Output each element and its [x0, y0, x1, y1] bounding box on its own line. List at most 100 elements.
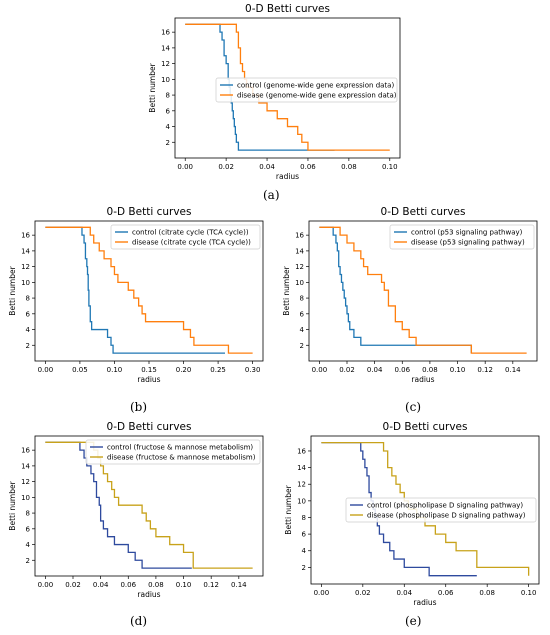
chart-svg-d: 0-D Betti curves 0.00 0.02 0.04 0.06 0.08 0.10…: [8, 421, 264, 599]
x-tick-label: 0.04: [367, 366, 383, 374]
y-tick-label: 8: [302, 514, 306, 522]
panel-label-a: (a): [263, 188, 280, 202]
y-tick-label: 6: [166, 107, 171, 115]
plot-frame: [174, 17, 401, 159]
panel-label-c: (c): [405, 400, 422, 414]
y-tick-label: 4: [302, 547, 307, 555]
x-tick-label: 0.00: [314, 589, 330, 597]
x-tick-label: 0.00: [312, 366, 328, 374]
y-tick-label: 2: [302, 564, 306, 572]
y-tick-label: 8: [300, 295, 304, 303]
x-tick-label: 0.12: [203, 581, 219, 589]
y-tick-label: 6: [26, 525, 31, 533]
legend-label-control: control (fructose & mannose metabolism): [107, 444, 253, 452]
x-tick-label: 0.05: [72, 366, 88, 374]
x-tick-label: 0.14: [505, 366, 521, 374]
legend-label-control: control (citrate cycle (TCA cycle)): [132, 229, 249, 237]
panel-label-d: (d): [130, 614, 148, 628]
series-line-control: [45, 226, 225, 354]
x-tick-label: 0.08: [341, 163, 357, 171]
x-tick-label: 0.30: [245, 366, 261, 374]
chart-svg-a: 0-D Betti curves 0.00 0.02 0.04 0.06 0.08 0.10…: [148, 3, 401, 181]
x-axis-label: radius: [137, 590, 160, 599]
legend-box: [389, 224, 535, 250]
y-tick-label: 14: [21, 247, 30, 255]
panel-label-e: (e): [405, 614, 422, 628]
y-tick-label: 8: [26, 295, 30, 303]
y-tick-label: 2: [300, 342, 304, 350]
y-tick-label: 12: [21, 263, 30, 271]
x-tick-label: 0.04: [93, 581, 109, 589]
x-tick-label: 0.20: [176, 366, 192, 374]
y-tick-label: 8: [26, 510, 30, 518]
x-tick-label: 0.04: [259, 163, 275, 171]
x-tick-label: 0.02: [339, 366, 355, 374]
y-tick-label: 12: [161, 60, 170, 68]
chart-title: 0-D Betti curves: [107, 206, 192, 218]
series-line-disease: [319, 226, 527, 354]
x-tick-label: 0.06: [120, 581, 136, 589]
y-axis-label: Betti number: [282, 265, 291, 315]
x-tick-label: 0.08: [479, 589, 495, 597]
x-tick-label: 0.02: [65, 581, 81, 589]
legend: control (genome-wide gene expression dat…: [215, 77, 398, 103]
legend: control (citrate cycle (TCA cycle)) disea…: [110, 224, 261, 250]
legend: control (fructose & mannose metabolism) d…: [85, 439, 261, 465]
legend-label-control: control (phospholipase D signaling pathw…: [367, 502, 523, 510]
y-tick-label: 6: [300, 310, 305, 318]
x-tick-label: 0.02: [218, 163, 234, 171]
y-tick-label: 4: [300, 326, 305, 334]
y-tick-label: 2: [166, 139, 170, 147]
x-tick-label: 0.00: [38, 581, 54, 589]
series-line-disease: [45, 226, 253, 354]
x-tick-label: 0.06: [438, 589, 454, 597]
legend-box: [110, 224, 261, 250]
x-tick-label: 0.00: [177, 163, 193, 171]
chart-title: 0-D Betti curves: [383, 421, 468, 433]
y-axis-label: Betti number: [8, 480, 17, 530]
y-tick-label: 6: [302, 531, 307, 539]
y-tick-label: 2: [26, 342, 30, 350]
legend-box: [85, 439, 261, 465]
chart-panel-d: 0-D Betti curves 0.00 0.02 0.04 0.06 0.08 0.10…: [3, 418, 273, 603]
x-tick-label: 0.14: [231, 581, 247, 589]
chart-panel-a: 0-D Betti curves 0.00 0.02 0.04 0.06 0.08 0.10…: [138, 0, 413, 182]
panel-label-b: (b): [130, 400, 148, 414]
y-tick-label: 12: [21, 478, 30, 486]
y-tick-label: 16: [295, 232, 304, 240]
x-tick-label: 0.10: [176, 581, 192, 589]
chart-title: 0-D Betti curves: [107, 421, 192, 433]
legend-label-control: control (p53 signaling pathway): [411, 229, 523, 237]
y-axis-label: Betti number: [148, 62, 157, 112]
plot-frame: [310, 435, 540, 585]
y-tick-label: 6: [26, 310, 31, 318]
x-tick-label: 0.10: [107, 366, 123, 374]
x-tick-label: 0.04: [396, 589, 412, 597]
y-tick-label: 16: [297, 447, 306, 455]
x-tick-label: 0.08: [422, 366, 438, 374]
x-axis-label: radius: [411, 375, 434, 384]
legend-label-disease: disease (p53 signaling pathway): [411, 239, 525, 247]
chart-panel-c: 0-D Betti curves 0.00 0.02 0.04 0.06 0.08 0.10…: [275, 203, 547, 388]
y-tick-label: 14: [297, 464, 306, 472]
plot-frame: [34, 435, 264, 577]
y-tick-label: 2: [26, 557, 30, 565]
y-tick-label: 8: [166, 92, 170, 100]
y-tick-label: 10: [295, 279, 304, 287]
y-tick-label: 4: [26, 541, 31, 549]
x-tick-label: 0.12: [477, 366, 493, 374]
legend-label-disease: disease (genome-wide gene expression dat…: [237, 92, 397, 100]
x-tick-label: 0.08: [148, 581, 164, 589]
y-tick-label: 4: [26, 326, 31, 334]
legend-box: [215, 77, 398, 103]
legend-box: [345, 497, 537, 523]
y-tick-label: 16: [161, 29, 170, 37]
legend-label-disease: disease (fructose & mannose metabolism): [107, 454, 256, 462]
x-tick-label: 0.10: [382, 163, 398, 171]
x-tick-label: 0.10: [450, 366, 466, 374]
x-tick-label: 0.06: [300, 163, 316, 171]
chart-panel-b: 0-D Betti curves 0.00 0.05 0.10 0.15 0.20 0.25…: [3, 203, 273, 388]
series-line-control: [319, 226, 473, 354]
x-tick-label: 0.00: [38, 366, 54, 374]
legend: control (p53 signaling pathway) disease (…: [389, 224, 535, 250]
